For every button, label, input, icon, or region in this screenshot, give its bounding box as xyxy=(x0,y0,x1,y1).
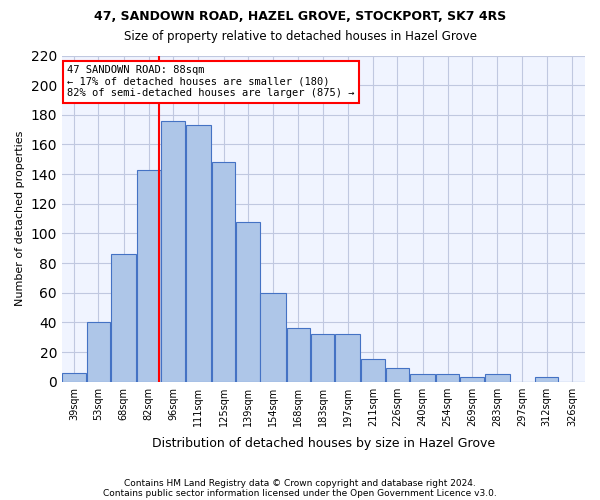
X-axis label: Distribution of detached houses by size in Hazel Grove: Distribution of detached houses by size … xyxy=(152,437,495,450)
Bar xyxy=(161,120,185,382)
Bar xyxy=(287,328,310,382)
Bar xyxy=(436,374,460,382)
Bar xyxy=(86,322,110,382)
Y-axis label: Number of detached properties: Number of detached properties xyxy=(15,131,25,306)
Bar xyxy=(335,334,361,382)
Bar xyxy=(137,170,161,382)
Bar xyxy=(236,222,260,382)
Text: 47, SANDOWN ROAD, HAZEL GROVE, STOCKPORT, SK7 4RS: 47, SANDOWN ROAD, HAZEL GROVE, STOCKPORT… xyxy=(94,10,506,23)
Bar xyxy=(386,368,409,382)
Text: Size of property relative to detached houses in Hazel Grove: Size of property relative to detached ho… xyxy=(124,30,476,43)
Text: Contains public sector information licensed under the Open Government Licence v3: Contains public sector information licen… xyxy=(103,488,497,498)
Text: 47 SANDOWN ROAD: 88sqm
← 17% of detached houses are smaller (180)
82% of semi-de: 47 SANDOWN ROAD: 88sqm ← 17% of detached… xyxy=(67,66,355,98)
Bar xyxy=(361,360,385,382)
Bar xyxy=(535,377,559,382)
Bar xyxy=(311,334,334,382)
Bar xyxy=(260,292,286,382)
Bar xyxy=(111,254,136,382)
Bar xyxy=(62,373,86,382)
Bar xyxy=(212,162,235,382)
Bar xyxy=(460,377,484,382)
Bar xyxy=(186,125,211,382)
Bar xyxy=(485,374,510,382)
Bar xyxy=(410,374,435,382)
Text: Contains HM Land Registry data © Crown copyright and database right 2024.: Contains HM Land Registry data © Crown c… xyxy=(124,478,476,488)
